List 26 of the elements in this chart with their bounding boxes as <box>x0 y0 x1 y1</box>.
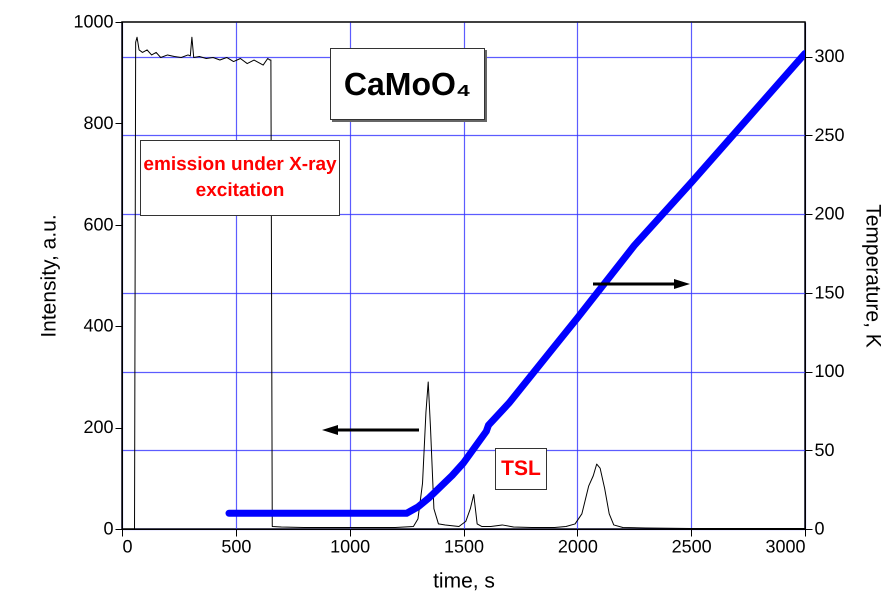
y-tick-label: 0 <box>103 518 114 538</box>
x-tick-label: 2500 <box>672 536 712 556</box>
x-tick-label: 3000 <box>765 536 806 556</box>
y-tick-label: 600 <box>83 214 114 234</box>
y-tick-label: 1000 <box>73 12 114 32</box>
y2-tick-label: 0 <box>814 518 825 538</box>
y-tick-label: 400 <box>83 316 114 336</box>
x-tick-label: 2000 <box>558 536 598 556</box>
x-tick-label: 500 <box>221 536 252 556</box>
y2-tick-label: 150 <box>814 282 845 302</box>
annotation: emission under X-ray excitation <box>140 140 340 216</box>
x-tick-label: 0 <box>122 536 133 556</box>
text: CaMoO₄ <box>330 48 485 120</box>
y2-tick-label: 100 <box>814 361 845 382</box>
y-tick-label: 200 <box>83 417 114 438</box>
y2-axis-title: Temperature, K <box>862 204 885 348</box>
x-tick-label: 1500 <box>444 536 484 556</box>
y2-tick-label: 250 <box>814 124 845 145</box>
x-tick-label: 1000 <box>330 536 370 556</box>
x-axis-title: time, s <box>433 570 495 592</box>
y2-tick-label: 50 <box>814 440 835 460</box>
annotation: TSL <box>495 448 547 490</box>
y2-tick-label: 200 <box>814 204 845 224</box>
y2-tick-label: 300 <box>814 46 845 66</box>
y-tick-label: 800 <box>83 112 114 133</box>
y-axis-title: Intensity, a.u. <box>37 214 60 338</box>
